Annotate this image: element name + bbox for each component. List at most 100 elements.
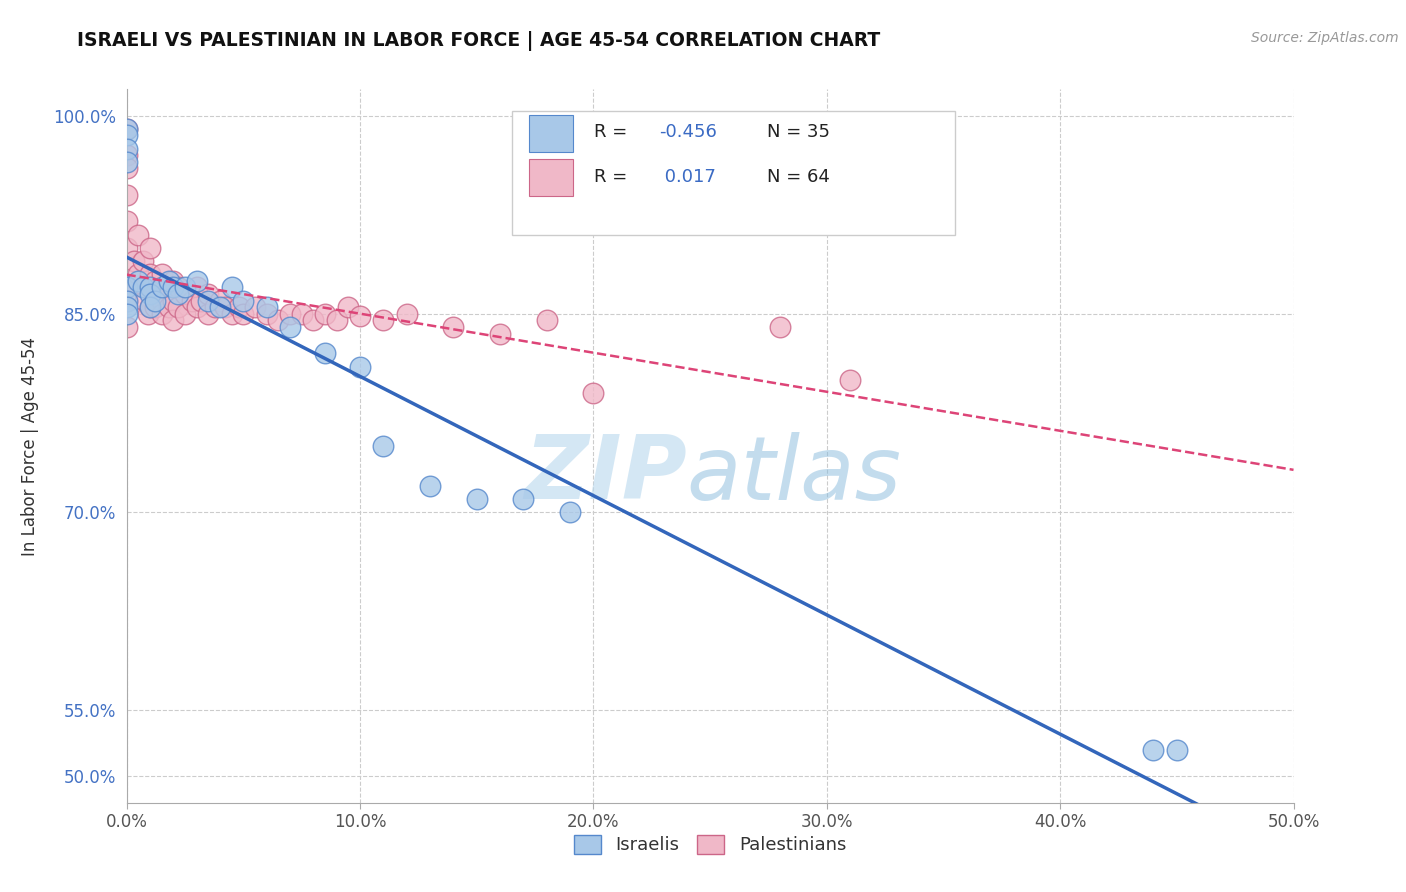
Text: ZIP: ZIP xyxy=(524,431,686,518)
Point xyxy=(465,491,488,506)
Point xyxy=(208,300,231,314)
Point xyxy=(228,300,250,314)
Point xyxy=(167,300,190,314)
Point xyxy=(115,214,138,228)
Point xyxy=(115,128,138,143)
Text: -0.456: -0.456 xyxy=(658,123,717,141)
Point xyxy=(150,280,173,294)
Point xyxy=(1166,743,1188,757)
Text: N = 35: N = 35 xyxy=(768,123,830,141)
Point xyxy=(162,274,184,288)
Point xyxy=(167,287,190,301)
Point xyxy=(197,307,219,321)
Point xyxy=(162,293,184,308)
Point xyxy=(115,121,138,136)
Point xyxy=(132,280,155,294)
Point xyxy=(139,287,162,301)
Point xyxy=(243,300,266,314)
Point xyxy=(150,267,173,281)
Point xyxy=(143,293,166,308)
Point xyxy=(512,491,534,506)
Point xyxy=(132,254,155,268)
Point xyxy=(314,346,336,360)
Point xyxy=(157,280,180,294)
Text: R =: R = xyxy=(595,168,634,186)
Point xyxy=(278,320,301,334)
Text: ISRAELI VS PALESTINIAN IN LABOR FORCE | AGE 45-54 CORRELATION CHART: ISRAELI VS PALESTINIAN IN LABOR FORCE | … xyxy=(77,31,880,51)
Text: 0.017: 0.017 xyxy=(658,168,716,186)
Point xyxy=(214,300,236,314)
Point xyxy=(115,121,138,136)
Point xyxy=(278,307,301,321)
Point xyxy=(115,142,138,156)
Point xyxy=(186,280,208,294)
Point xyxy=(150,293,173,308)
Point xyxy=(115,161,138,176)
Point xyxy=(139,300,162,314)
Point xyxy=(127,227,149,242)
Point xyxy=(150,307,173,321)
Point xyxy=(197,287,219,301)
Point xyxy=(204,300,226,314)
Point xyxy=(174,307,197,321)
Point xyxy=(139,241,162,255)
Point xyxy=(582,386,605,401)
Point xyxy=(395,307,418,321)
Point xyxy=(115,280,138,294)
Point xyxy=(157,300,180,314)
Point xyxy=(157,274,180,288)
Point xyxy=(139,267,162,281)
Point xyxy=(122,254,145,268)
Point xyxy=(180,293,202,308)
Point xyxy=(115,293,138,308)
Point xyxy=(232,307,254,321)
Point xyxy=(349,310,371,324)
Point xyxy=(302,313,325,327)
Point xyxy=(186,300,208,314)
Point xyxy=(256,307,278,321)
Point xyxy=(1142,743,1164,757)
Point xyxy=(174,287,197,301)
Point xyxy=(232,293,254,308)
Point xyxy=(115,154,138,169)
Legend: Israelis, Palestinians: Israelis, Palestinians xyxy=(567,828,853,862)
Point xyxy=(115,148,138,162)
Point xyxy=(489,326,512,341)
Y-axis label: In Labor Force | Age 45-54: In Labor Force | Age 45-54 xyxy=(21,336,39,556)
FancyBboxPatch shape xyxy=(529,115,574,152)
Text: atlas: atlas xyxy=(686,432,901,517)
Point xyxy=(373,439,395,453)
Point xyxy=(349,359,371,374)
Point xyxy=(115,300,138,314)
Text: N = 64: N = 64 xyxy=(768,168,830,186)
FancyBboxPatch shape xyxy=(512,111,955,235)
Point xyxy=(208,293,231,308)
Point xyxy=(337,300,360,314)
Point xyxy=(558,505,581,519)
Point xyxy=(441,320,464,334)
Point xyxy=(115,188,138,202)
Point xyxy=(127,274,149,288)
Point xyxy=(115,320,138,334)
Point xyxy=(314,307,336,321)
Point xyxy=(256,300,278,314)
Point xyxy=(139,280,162,294)
Point xyxy=(139,300,162,314)
Point xyxy=(139,280,162,294)
Point xyxy=(115,293,138,308)
Point xyxy=(839,373,862,387)
Point xyxy=(167,280,190,294)
Point xyxy=(174,280,197,294)
Point xyxy=(290,307,312,321)
Point xyxy=(134,280,156,294)
Text: Source: ZipAtlas.com: Source: ZipAtlas.com xyxy=(1251,31,1399,45)
Point xyxy=(162,280,184,294)
Point xyxy=(127,267,149,281)
Point xyxy=(769,320,792,334)
Point xyxy=(373,313,395,327)
Point xyxy=(134,293,156,308)
Point xyxy=(186,274,208,288)
Point xyxy=(143,300,166,314)
FancyBboxPatch shape xyxy=(529,159,574,196)
Point xyxy=(325,313,347,327)
